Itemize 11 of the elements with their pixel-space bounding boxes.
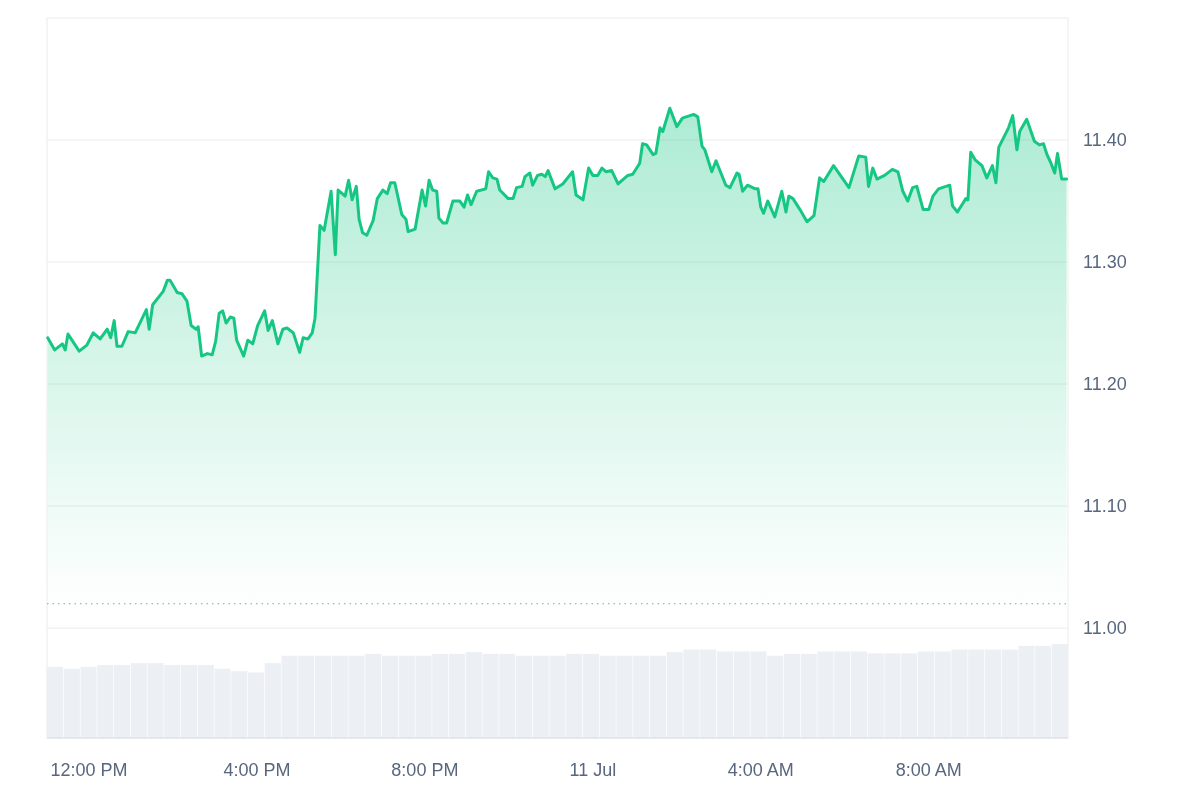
x-tick-label: 4:00 PM: [223, 760, 291, 780]
y-tick-label: 11.30: [1083, 252, 1127, 273]
x-tick-label: 8:00 PM: [391, 760, 459, 780]
y-tick-label: 11.10: [1083, 496, 1127, 517]
y-tick-label: 11.40: [1083, 130, 1127, 151]
y-tick-label: 11.20: [1083, 374, 1127, 395]
y-tick-label: 11.00: [1083, 618, 1127, 639]
x-tick-label: 8:00 AM: [895, 760, 962, 780]
x-tick-label: 11 Jul: [569, 760, 617, 780]
x-tick-label: 12:00 PM: [50, 760, 128, 780]
x-tick-label: 4:00 AM: [727, 760, 794, 780]
